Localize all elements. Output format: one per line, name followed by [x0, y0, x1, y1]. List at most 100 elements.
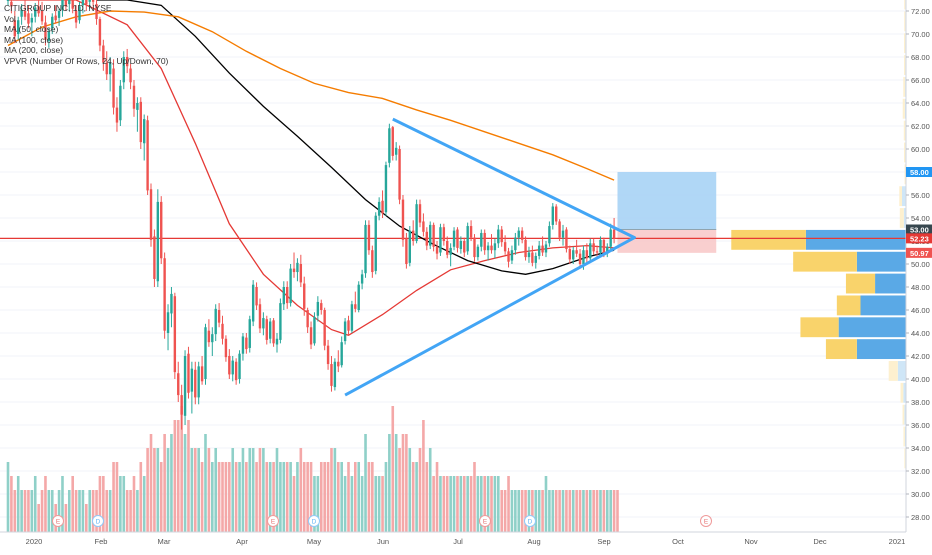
volume-bar: [531, 490, 534, 532]
candle: [497, 224, 500, 248]
candle: [74, 5, 78, 29]
volume-bar: [367, 462, 371, 532]
time-tick-label: Dec: [813, 537, 827, 546]
volume-bar: [187, 420, 190, 532]
volume-bar: [61, 476, 64, 532]
volume-bar: [95, 490, 98, 532]
candle-body: [105, 62, 108, 75]
candle: [207, 319, 211, 347]
legend-vpvr[interactable]: VPVR (Number Of Rows, 24, Up/Down, 70): [4, 55, 169, 66]
candle: [480, 229, 483, 252]
candle-body: [411, 230, 415, 241]
volume-bar: [105, 490, 109, 532]
volume-bar: [183, 434, 187, 532]
candle: [37, 0, 40, 17]
volume-bar: [57, 490, 61, 532]
candle: [439, 223, 442, 256]
candle-body: [527, 252, 531, 258]
volume-bar: [176, 420, 180, 532]
candle: [160, 196, 163, 264]
candle: [13, 11, 17, 44]
candle: [265, 315, 268, 345]
volume-bar: [139, 462, 143, 532]
candle-body: [238, 353, 241, 379]
legend-ma50[interactable]: MA (50, close): [4, 24, 59, 34]
candle-body: [374, 215, 377, 271]
candle-body: [40, 11, 44, 22]
candle: [612, 218, 616, 244]
candle-body: [497, 229, 500, 244]
volume-bar: [466, 476, 469, 532]
candle-body: [44, 22, 47, 40]
volume-bar: [360, 476, 364, 532]
candle: [320, 299, 323, 315]
legend-ma100[interactable]: MA (100, close): [4, 34, 64, 45]
volume-bar: [527, 490, 531, 532]
legend-ma200[interactable]: MA (200, close): [4, 45, 64, 55]
volume-bar: [306, 462, 309, 532]
price-label-bg: [906, 247, 932, 258]
volume-bar: [251, 448, 255, 532]
candle: [589, 238, 592, 262]
candle: [456, 227, 459, 253]
volume-bar: [207, 448, 211, 532]
candle: [354, 291, 357, 313]
price-tick-label: 30.00: [911, 490, 930, 499]
candle-body: [354, 304, 357, 309]
volume-bar: [442, 476, 446, 532]
candle-body: [517, 230, 520, 238]
candle-body: [221, 323, 224, 339]
candle-body: [367, 224, 371, 251]
price-tick-label: 62.00: [911, 122, 930, 131]
candle: [377, 197, 381, 221]
volume-bar: [561, 490, 565, 532]
volume-bar: [384, 462, 388, 532]
volume-bar: [415, 462, 418, 532]
volume-bar: [544, 476, 548, 532]
legend-symbol[interactable]: CITIGROUP INC, 1D, NYSE: [4, 3, 112, 13]
candle: [23, 0, 27, 21]
candle: [340, 336, 343, 368]
candle-body: [204, 327, 207, 379]
candle: [337, 350, 340, 373]
volume-bar: [575, 490, 578, 532]
candle-body: [514, 237, 517, 251]
volume-bar: [142, 476, 146, 532]
candle: [129, 63, 132, 90]
volume-bar: [129, 490, 132, 532]
candle: [292, 252, 296, 278]
candle: [241, 333, 245, 361]
volume-bar: [609, 490, 612, 532]
candle: [330, 356, 333, 392]
candle-body: [129, 68, 132, 83]
candle: [64, 0, 68, 11]
vpvr-up-bar: [793, 251, 857, 272]
marker-circle: [700, 515, 712, 527]
candle-body: [333, 361, 337, 388]
candle: [54, 5, 57, 24]
volume-bar: [108, 490, 112, 532]
candle-body: [17, 20, 20, 34]
candle-body: [306, 310, 309, 328]
volume-bar: [159, 462, 163, 532]
volume-bar: [316, 476, 320, 532]
candle: [214, 304, 217, 342]
volume-bar: [33, 476, 37, 532]
candle-body: [160, 201, 163, 259]
candle-body: [452, 230, 456, 247]
legend-volume[interactable]: Vol: [4, 13, 16, 24]
candle: [197, 361, 200, 405]
volume-bar: [336, 462, 340, 532]
candle-body: [330, 364, 333, 386]
volume-bar: [428, 448, 432, 532]
candle-body: [149, 189, 153, 240]
volume-bar: [119, 476, 122, 532]
marker-circle: [52, 515, 64, 527]
target-zone: [617, 172, 717, 230]
candle-body: [136, 103, 139, 110]
candle: [289, 264, 292, 307]
vpvr-down-bar: [901, 186, 906, 207]
vpvr-down-bar: [903, 208, 906, 228]
